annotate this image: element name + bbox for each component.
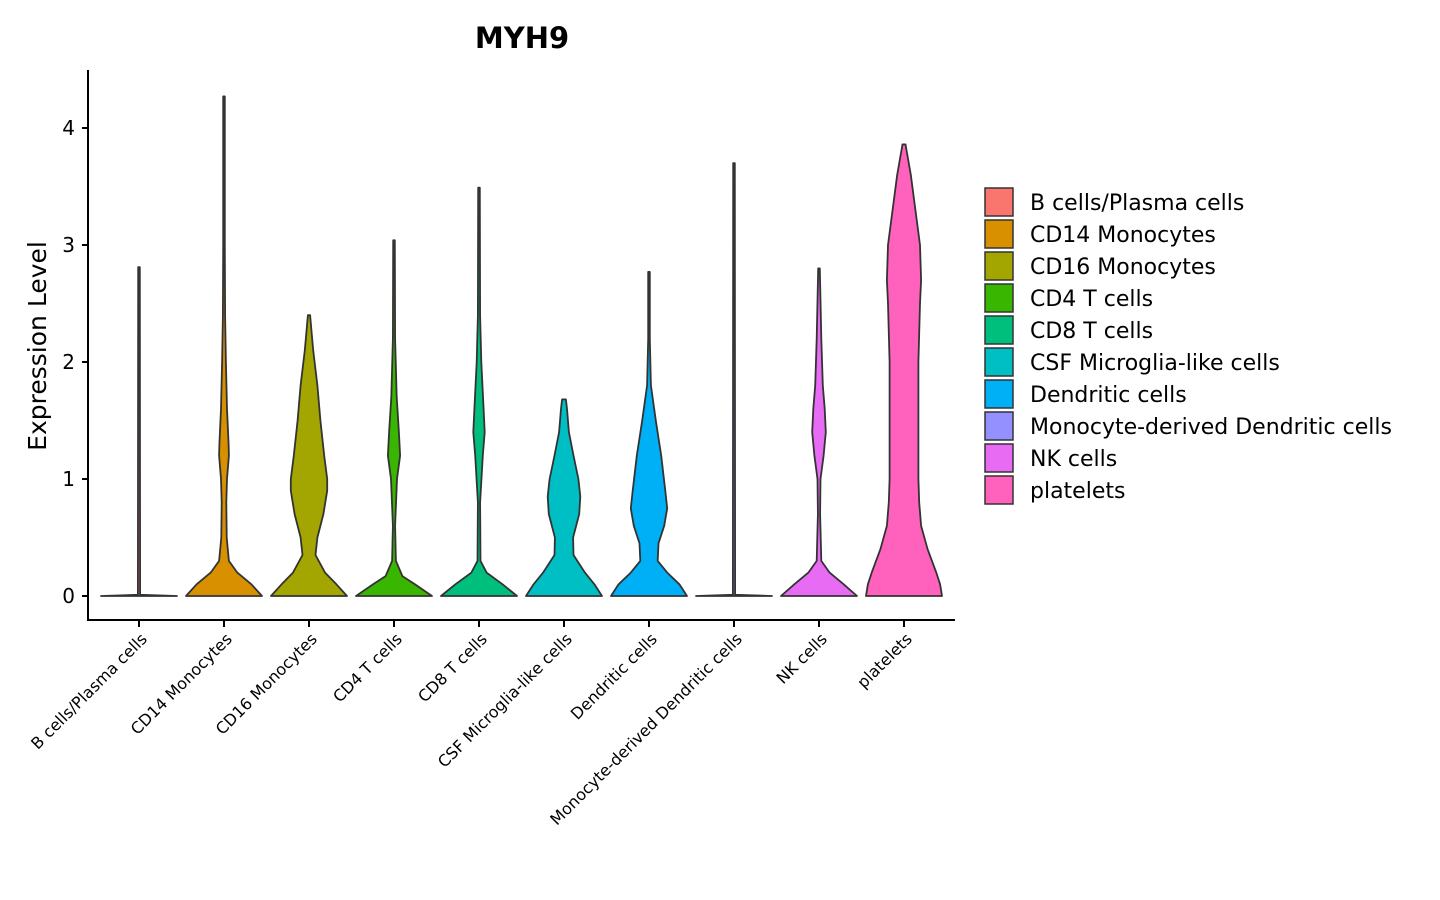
- x-tick-label: Dendritic cells: [567, 629, 661, 723]
- y-tick-label: 4: [62, 116, 75, 140]
- legend-swatch: [984, 379, 1014, 409]
- violin-dendritic-cells: [610, 271, 688, 597]
- x-tick-label: CD4 T cells: [329, 629, 406, 706]
- y-axis-ticks: 0 1 2 3 4: [62, 116, 88, 608]
- legend-label: Monocyte-derived Dendritic cells: [1030, 415, 1392, 440]
- legend: B cells/Plasma cells CD14 Monocytes CD16 M…: [984, 187, 1392, 505]
- legend-label: Dendritic cells: [1030, 383, 1187, 408]
- legend-swatch: [984, 251, 1014, 281]
- violin-platelets: [865, 143, 943, 597]
- violin-csf-microglia-like-cells: [525, 398, 603, 597]
- legend-label: platelets: [1030, 479, 1125, 504]
- legend-label: CD8 T cells: [1030, 319, 1153, 344]
- legend-swatch: [984, 443, 1014, 473]
- violin-nk-cells: [780, 267, 858, 597]
- legend-swatch: [984, 283, 1014, 313]
- x-tick-label: B cells/Plasma cells: [27, 629, 151, 753]
- legend-swatch: [984, 187, 1014, 217]
- legend-label: CSF Microglia-like cells: [1030, 351, 1280, 376]
- x-tick-label: CD8 T cells: [414, 629, 491, 706]
- violin-cd14-monocytes: [185, 95, 263, 597]
- violin-monocyte-derived-dendritic-cells: [695, 162, 773, 597]
- violin-b-cells-plasma-cells: [100, 266, 178, 597]
- violin-group: [100, 95, 943, 597]
- violin-cd4-t-cells: [355, 239, 433, 597]
- violin-cd16-monocytes: [270, 314, 348, 597]
- legend-label: CD4 T cells: [1030, 287, 1153, 312]
- y-tick-label: 0: [62, 584, 75, 608]
- legend-swatch: [984, 219, 1014, 249]
- y-tick-label: 2: [62, 350, 75, 374]
- legend-swatch: [984, 315, 1014, 345]
- legend-swatch: [984, 411, 1014, 441]
- legend-swatch: [984, 475, 1014, 505]
- x-tick-label: Monocyte-derived Dendritic cells: [546, 629, 746, 829]
- legend-label: CD16 Monocytes: [1030, 255, 1216, 280]
- y-tick-label: 1: [62, 467, 75, 491]
- violin-cd8-t-cells: [440, 186, 518, 597]
- x-tick-label: NK cells: [773, 629, 831, 687]
- chart-title: MYH9: [475, 21, 569, 55]
- y-tick-label: 3: [62, 233, 75, 257]
- x-tick-label: platelets: [853, 629, 916, 692]
- legend-label: B cells/Plasma cells: [1030, 191, 1244, 216]
- legend-swatch: [984, 347, 1014, 377]
- legend-label: CD14 Monocytes: [1030, 223, 1216, 248]
- legend-label: NK cells: [1030, 447, 1117, 472]
- y-axis-label: Expression Level: [23, 241, 52, 451]
